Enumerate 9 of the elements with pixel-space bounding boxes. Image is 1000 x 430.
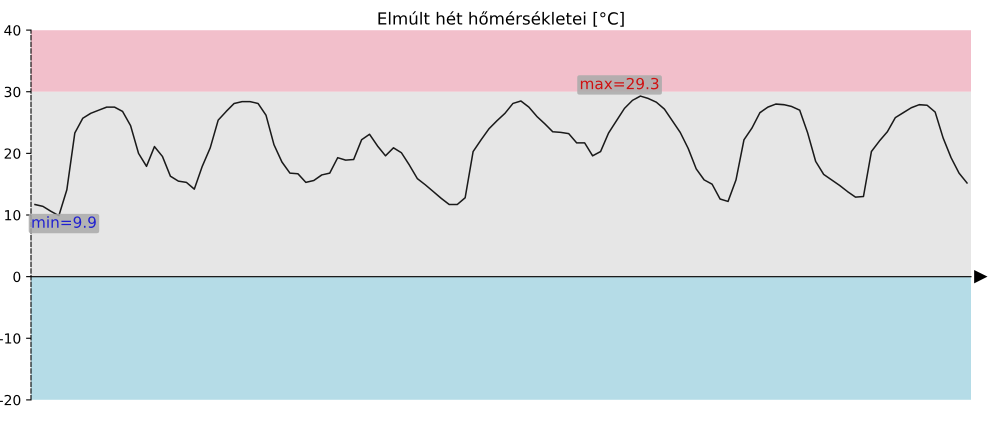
- annotation: max=29.3: [580, 78, 658, 90]
- y-tick-label: 40: [4, 25, 20, 36]
- chart-title: Elmúlt hét hőmérsékletei [°C]: [378, 11, 624, 27]
- line-series: [34, 95, 968, 216]
- annotation: min=9.9: [32, 216, 96, 228]
- y-tick-label: 10: [5, 210, 20, 220]
- y-tick-label: 20: [4, 148, 20, 159]
- y-tick-label: 30: [4, 86, 20, 98]
- y-tick-label: 0: [13, 272, 20, 282]
